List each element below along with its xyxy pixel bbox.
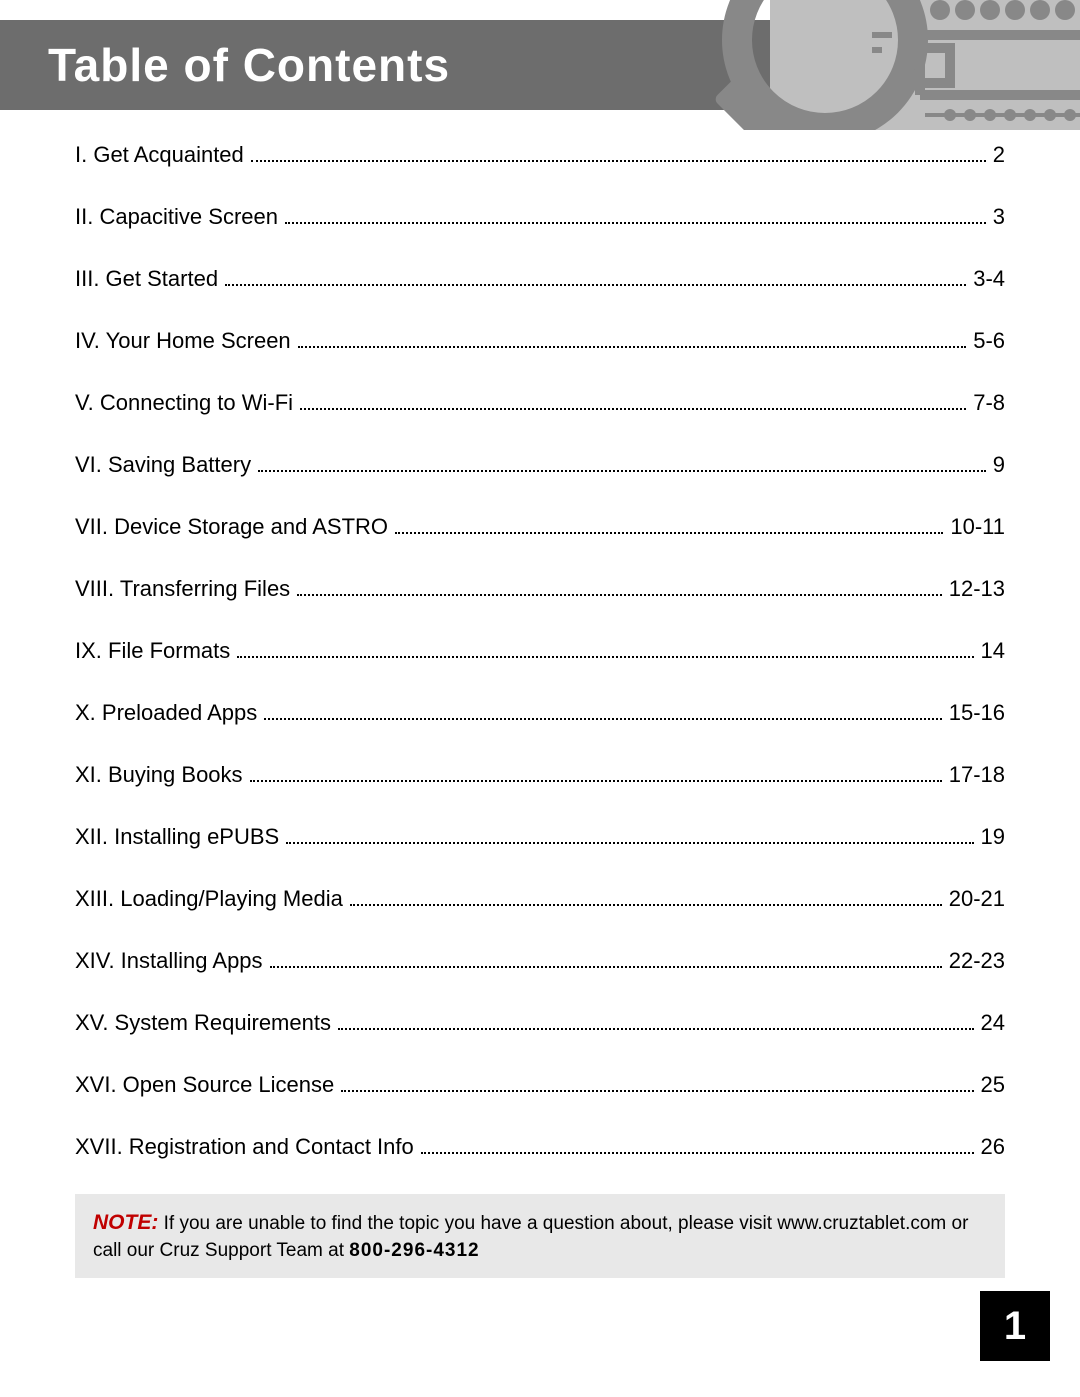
toc-row: XIII. Loading/Playing Media 20-21 bbox=[75, 884, 1005, 912]
note-text: If you are unable to find the topic you … bbox=[93, 1213, 968, 1261]
toc-label: XII. Installing ePUBS bbox=[75, 824, 283, 850]
toc-row: X. Preloaded Apps 15-16 bbox=[75, 698, 1005, 726]
header-band: Table of Contents bbox=[0, 20, 1080, 110]
toc-page: 9 bbox=[989, 452, 1005, 478]
toc-page: 19 bbox=[977, 824, 1005, 850]
toc-leader-dots bbox=[285, 202, 986, 224]
toc-label: I. Get Acquainted bbox=[75, 142, 248, 168]
toc-page: 5-6 bbox=[969, 328, 1005, 354]
page-number-box: 1 bbox=[980, 1291, 1050, 1361]
toc-leader-dots bbox=[421, 1132, 974, 1154]
toc-page: 3 bbox=[989, 204, 1005, 230]
toc-label: XIV. Installing Apps bbox=[75, 948, 267, 974]
toc-row: XI. Buying Books 17-18 bbox=[75, 760, 1005, 788]
note-phone: 800-296-4312 bbox=[349, 1240, 479, 1261]
toc-label: VII. Device Storage and ASTRO bbox=[75, 514, 392, 540]
toc-label: XIII. Loading/Playing Media bbox=[75, 886, 347, 912]
page-title: Table of Contents bbox=[0, 20, 1080, 110]
toc-page: 7-8 bbox=[969, 390, 1005, 416]
toc-leader-dots bbox=[298, 326, 967, 348]
toc-row: IX. File Formats 14 bbox=[75, 636, 1005, 664]
toc-page: 10-11 bbox=[946, 514, 1005, 540]
toc-page: 22-23 bbox=[945, 948, 1005, 974]
toc-leader-dots bbox=[264, 698, 941, 720]
toc-label: XVI. Open Source License bbox=[75, 1072, 338, 1098]
toc-row: IV. Your Home Screen 5-6 bbox=[75, 326, 1005, 354]
content-area: I. Get Acquainted 2 II. Capacitive Screen 3… bbox=[75, 140, 1005, 1278]
toc-label: XV. System Requirements bbox=[75, 1010, 335, 1036]
toc-label: II. Capacitive Screen bbox=[75, 204, 282, 230]
toc-page: 15-16 bbox=[945, 700, 1005, 726]
toc-leader-dots bbox=[300, 388, 966, 410]
toc-page: 26 bbox=[977, 1134, 1005, 1160]
note-label: NOTE: bbox=[93, 1211, 158, 1234]
toc-row: XII. Installing ePUBS 19 bbox=[75, 822, 1005, 850]
toc-row: XV. System Requirements 24 bbox=[75, 1008, 1005, 1036]
toc-label: IX. File Formats bbox=[75, 638, 234, 664]
toc-label: X. Preloaded Apps bbox=[75, 700, 261, 726]
toc-page: 2 bbox=[989, 142, 1005, 168]
toc-leader-dots bbox=[395, 512, 943, 534]
toc-leader-dots bbox=[258, 450, 986, 472]
toc-page: 12-13 bbox=[945, 576, 1005, 602]
toc-leader-dots bbox=[250, 760, 942, 782]
toc-row: XVI. Open Source License 25 bbox=[75, 1070, 1005, 1098]
toc-label: XI. Buying Books bbox=[75, 762, 247, 788]
page-number: 1 bbox=[1004, 1304, 1026, 1349]
toc-page: 14 bbox=[977, 638, 1005, 664]
toc-leader-dots bbox=[341, 1070, 973, 1092]
toc-leader-dots bbox=[225, 264, 966, 286]
toc-row: XVII. Registration and Contact Info 26 bbox=[75, 1132, 1005, 1160]
toc-label: IV. Your Home Screen bbox=[75, 328, 295, 354]
toc-row: VI. Saving Battery 9 bbox=[75, 450, 1005, 478]
toc-leader-dots bbox=[251, 140, 986, 162]
toc-label: III. Get Started bbox=[75, 266, 222, 292]
toc-label: XVII. Registration and Contact Info bbox=[75, 1134, 418, 1160]
toc-row: II. Capacitive Screen 3 bbox=[75, 202, 1005, 230]
toc-row: XIV. Installing Apps 22-23 bbox=[75, 946, 1005, 974]
toc-row: I. Get Acquainted 2 bbox=[75, 140, 1005, 168]
toc-page: 20-21 bbox=[945, 886, 1005, 912]
toc-row: V. Connecting to Wi-Fi 7-8 bbox=[75, 388, 1005, 416]
toc-page: 24 bbox=[977, 1010, 1005, 1036]
toc-list: I. Get Acquainted 2 II. Capacitive Screen 3… bbox=[75, 140, 1005, 1160]
toc-row: VIII. Transferring Files 12-13 bbox=[75, 574, 1005, 602]
toc-label: VI. Saving Battery bbox=[75, 452, 255, 478]
toc-label: VIII. Transferring Files bbox=[75, 576, 294, 602]
toc-leader-dots bbox=[270, 946, 942, 968]
toc-leader-dots bbox=[338, 1008, 974, 1030]
toc-page: 17-18 bbox=[945, 762, 1005, 788]
toc-leader-dots bbox=[237, 636, 973, 658]
toc-label: V. Connecting to Wi-Fi bbox=[75, 390, 297, 416]
toc-page: 25 bbox=[977, 1072, 1005, 1098]
note-box: NOTE: If you are unable to find the topi… bbox=[75, 1194, 1005, 1278]
toc-leader-dots bbox=[297, 574, 942, 596]
toc-leader-dots bbox=[286, 822, 973, 844]
toc-page: 3-4 bbox=[969, 266, 1005, 292]
toc-row: VII. Device Storage and ASTRO 10-11 bbox=[75, 512, 1005, 540]
toc-leader-dots bbox=[350, 884, 942, 906]
toc-row: III. Get Started 3-4 bbox=[75, 264, 1005, 292]
